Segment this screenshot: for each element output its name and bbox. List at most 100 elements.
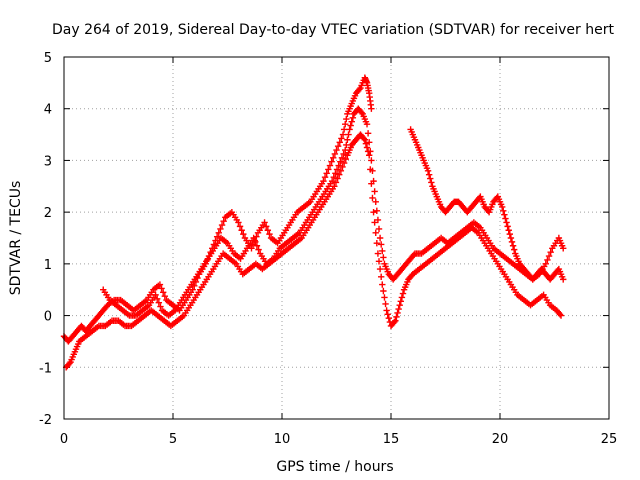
data-point [542,260,549,268]
data-point [153,295,161,302]
data-point [155,299,163,306]
data-point [338,154,346,162]
data-point [510,246,518,253]
data-point [556,311,564,318]
data-point [381,294,388,301]
data-point [339,131,347,138]
data-point [325,166,332,173]
data-point [363,121,371,128]
data-point [349,114,357,121]
data-point [213,233,221,240]
data-point [345,131,352,138]
series-track-a [60,74,375,345]
data-point [321,174,329,181]
data-point [347,122,354,129]
data-point [377,241,385,248]
x-tick-label: 15 [383,432,400,447]
data-point [395,305,402,313]
data-point [342,146,349,154]
data-point [544,256,551,264]
data-point [500,207,507,215]
data-point [264,227,272,234]
data-point [375,258,383,265]
plot-frame [63,56,610,420]
series-track-c [100,105,567,319]
data-point [502,215,509,222]
data-point [360,135,367,142]
data-point [217,225,224,233]
data-point [380,254,387,261]
data-point [343,115,350,123]
data-point [250,234,257,242]
data-point [156,281,164,288]
data-point [363,144,371,151]
y-tick-label: -2 [39,413,52,428]
data-point [362,140,370,147]
axis-ticks [63,56,610,420]
data-point [334,143,342,150]
data-point [218,221,226,229]
data-point [398,294,406,301]
data-point [379,247,386,255]
data-point [392,317,399,324]
data-point [372,198,379,205]
data-point [374,250,382,257]
data-point [506,230,514,238]
data-point [427,175,434,182]
data-point [376,234,384,242]
data-point [152,291,159,299]
data-point [372,229,379,237]
data-point [560,245,567,252]
data-points [60,74,567,371]
series-track-b [62,131,565,371]
data-point [235,219,242,226]
data-point [385,314,393,322]
data-point [367,148,374,155]
x-axis-label: GPS time / hours [276,459,393,475]
data-point [376,265,384,273]
y-tick-label: 1 [44,258,52,273]
data-point [370,208,377,216]
data-point [253,242,261,249]
data-point [348,118,355,125]
data-point [358,109,365,116]
data-point [331,183,338,190]
data-point [382,300,389,308]
series-track-d [407,126,567,283]
data-point [371,219,378,226]
data-point [342,155,349,163]
data-point [335,162,342,169]
y-tick-label: -1 [39,361,52,376]
data-point [366,152,373,159]
data-point [252,238,259,246]
data-point [384,311,391,318]
data-point [391,318,398,326]
data-point [330,154,337,162]
data-point [323,170,330,177]
data-point [396,302,403,309]
data-point [374,216,382,224]
y-tick-label: 2 [44,206,52,221]
data-point [356,86,363,93]
data-point [509,242,517,249]
y-axis-label: SDTVAR / TECUs [8,181,24,296]
data-point [344,136,351,143]
data-point [337,158,344,165]
data-point [336,171,343,178]
data-point [397,298,405,305]
data-point [393,313,400,321]
x-tick-labels: 0 5 10 15 20 25 [60,432,617,447]
data-point [366,139,373,146]
x-tick-label: 5 [169,432,177,447]
x-tick-label: 10 [274,432,291,447]
data-point [369,194,376,202]
data-point [240,230,247,238]
data-point [375,225,383,233]
data-point [498,203,506,211]
data-point [383,307,390,314]
data-point [425,171,433,178]
y-tick-label: 5 [44,51,52,66]
data-point [361,136,369,143]
data-point [332,170,339,177]
data-point [215,229,222,237]
